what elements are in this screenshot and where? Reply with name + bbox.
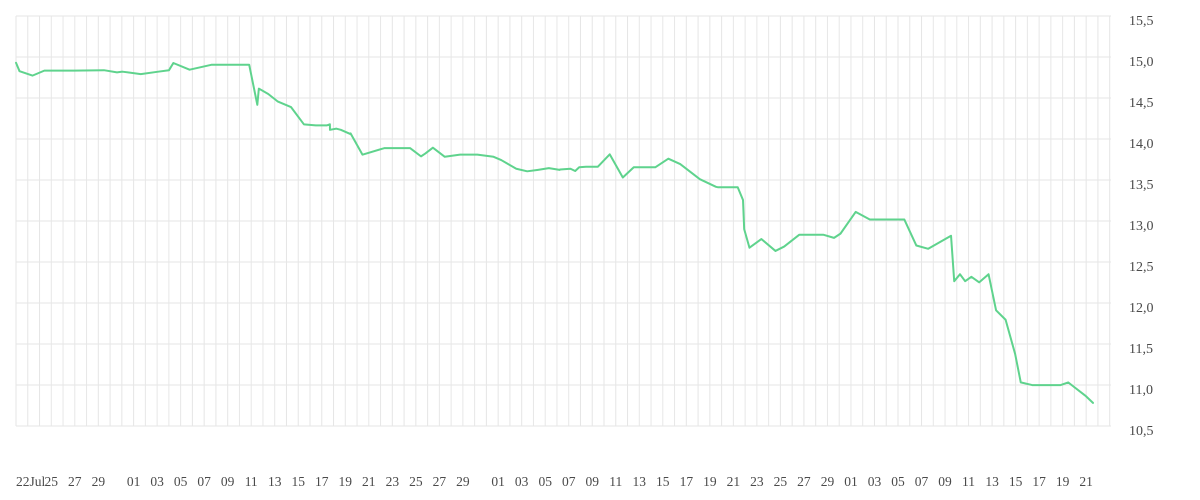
svg-text:29: 29 bbox=[92, 474, 106, 489]
svg-text:27: 27 bbox=[68, 474, 82, 489]
svg-text:17: 17 bbox=[680, 474, 694, 489]
svg-text:21: 21 bbox=[1079, 474, 1093, 489]
svg-text:12,5: 12,5 bbox=[1129, 260, 1154, 275]
svg-text:27: 27 bbox=[433, 474, 447, 489]
svg-text:05: 05 bbox=[538, 474, 552, 489]
svg-text:13: 13 bbox=[268, 474, 282, 489]
svg-text:29: 29 bbox=[821, 474, 835, 489]
svg-text:13,5: 13,5 bbox=[1129, 178, 1154, 193]
svg-text:05: 05 bbox=[174, 474, 188, 489]
svg-text:12,0: 12,0 bbox=[1129, 301, 1154, 316]
svg-text:15: 15 bbox=[1009, 474, 1023, 489]
svg-text:11: 11 bbox=[245, 474, 258, 489]
svg-text:13: 13 bbox=[985, 474, 999, 489]
svg-text:23: 23 bbox=[750, 474, 764, 489]
svg-text:15: 15 bbox=[291, 474, 305, 489]
svg-text:17: 17 bbox=[1032, 474, 1046, 489]
svg-text:22Jul: 22Jul bbox=[16, 474, 46, 489]
svg-text:10,5: 10,5 bbox=[1129, 424, 1154, 439]
svg-text:25: 25 bbox=[45, 474, 59, 489]
svg-text:19: 19 bbox=[339, 474, 353, 489]
svg-text:13,0: 13,0 bbox=[1129, 219, 1154, 234]
svg-text:14,5: 14,5 bbox=[1129, 96, 1154, 111]
svg-text:15,0: 15,0 bbox=[1129, 55, 1154, 70]
svg-text:07: 07 bbox=[562, 474, 576, 489]
svg-text:03: 03 bbox=[515, 474, 529, 489]
svg-text:21: 21 bbox=[362, 474, 376, 489]
svg-text:01: 01 bbox=[127, 474, 141, 489]
svg-text:11,0: 11,0 bbox=[1129, 383, 1153, 398]
svg-text:01: 01 bbox=[844, 474, 858, 489]
svg-text:07: 07 bbox=[915, 474, 929, 489]
svg-text:14,0: 14,0 bbox=[1129, 137, 1154, 152]
svg-text:19: 19 bbox=[703, 474, 717, 489]
svg-text:05: 05 bbox=[891, 474, 905, 489]
svg-text:09: 09 bbox=[585, 474, 599, 489]
svg-text:11,5: 11,5 bbox=[1129, 342, 1153, 357]
svg-text:03: 03 bbox=[150, 474, 164, 489]
svg-text:07: 07 bbox=[197, 474, 211, 489]
svg-text:23: 23 bbox=[386, 474, 400, 489]
svg-text:27: 27 bbox=[797, 474, 811, 489]
svg-text:11: 11 bbox=[962, 474, 975, 489]
svg-text:09: 09 bbox=[221, 474, 235, 489]
svg-text:17: 17 bbox=[315, 474, 329, 489]
svg-text:25: 25 bbox=[409, 474, 423, 489]
svg-text:03: 03 bbox=[868, 474, 882, 489]
svg-text:11: 11 bbox=[609, 474, 622, 489]
svg-text:15: 15 bbox=[656, 474, 670, 489]
svg-text:21: 21 bbox=[727, 474, 741, 489]
svg-text:29: 29 bbox=[456, 474, 470, 489]
svg-text:13: 13 bbox=[633, 474, 647, 489]
svg-text:19: 19 bbox=[1056, 474, 1070, 489]
svg-text:25: 25 bbox=[774, 474, 788, 489]
svg-text:09: 09 bbox=[938, 474, 952, 489]
svg-text:01: 01 bbox=[491, 474, 505, 489]
svg-text:15,5: 15,5 bbox=[1129, 14, 1154, 29]
